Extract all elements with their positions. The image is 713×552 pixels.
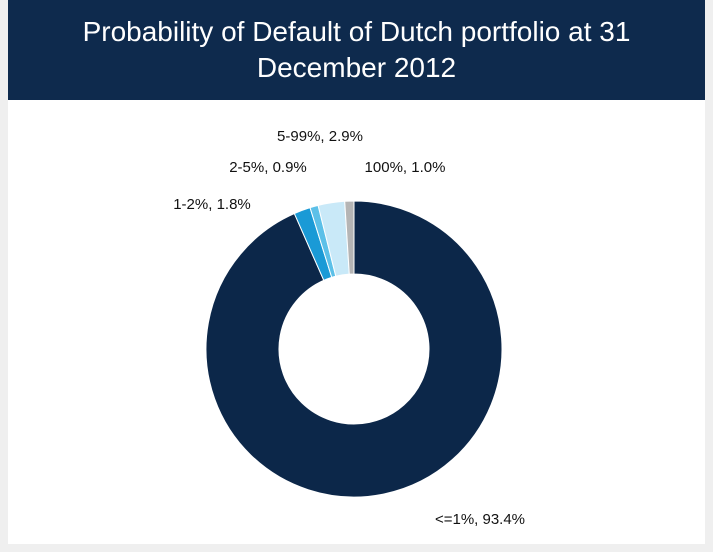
data-label: 1-2%, 1.8%: [173, 196, 251, 213]
data-label: <=1%, 93.4%: [435, 511, 525, 528]
data-label: 100%, 1.0%: [365, 159, 446, 176]
donut-segment: [205, 200, 503, 498]
donut-segment: [344, 200, 355, 275]
data-label: 2-5%, 0.9%: [229, 159, 307, 176]
data-label: 5-99%, 2.9%: [277, 128, 363, 145]
chart-title: Probability of Default of Dutch portfoli…: [8, 0, 705, 100]
